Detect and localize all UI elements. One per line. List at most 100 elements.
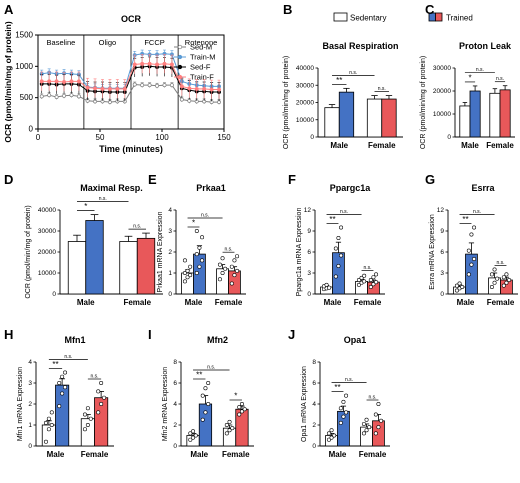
data-point [188, 437, 193, 442]
legend-trained-swatch-red [435, 12, 443, 22]
y-tick-label: 0 [52, 291, 56, 298]
y-axis-label: Esrra mRNA Expression [429, 214, 436, 290]
data-point [46, 416, 51, 421]
panel-letter: A [4, 2, 14, 17]
data-point [60, 391, 65, 396]
y-tick-label: 10000 [296, 117, 314, 124]
bar-trained-female [372, 401, 385, 447]
data-point [162, 83, 167, 88]
data-point [132, 82, 137, 87]
data-point [93, 86, 97, 91]
category-label: Male [457, 298, 475, 307]
data-point [60, 374, 65, 379]
data-point [469, 262, 474, 267]
bar [469, 90, 481, 138]
data-point [239, 401, 244, 406]
y-tick-label: 20000 [433, 88, 451, 95]
data-point [374, 280, 379, 285]
data-point [88, 416, 93, 421]
category-label: Female [368, 141, 396, 150]
data-point [140, 83, 145, 88]
y-tick-label: 30000 [296, 82, 314, 89]
data-point [185, 268, 190, 273]
data-point [504, 280, 509, 285]
y-tick-label: 0 [447, 134, 451, 141]
bar-sedentary-female [360, 417, 373, 447]
y-tick-label: 3 [307, 270, 311, 277]
data-point [194, 252, 199, 257]
data-point [169, 62, 174, 67]
data-point [99, 380, 104, 385]
significance-bracket: n.s. [494, 260, 507, 266]
y-tick-label: 1 [168, 270, 172, 277]
bar [85, 220, 104, 295]
legend-sedentary-label: Sedentary [350, 14, 386, 23]
x-tick-label: 100 [155, 133, 169, 142]
y-tick-label: 2 [168, 249, 172, 256]
y-tick-label: 30000 [433, 65, 451, 72]
bar-sedentary-male [453, 281, 466, 295]
data-point [194, 229, 199, 234]
legend: Sedentary Trained [333, 12, 473, 23]
significance-label: ** [52, 360, 58, 369]
bar-sedentary-male [67, 234, 87, 295]
data-point [185, 275, 190, 280]
data-point [62, 80, 66, 84]
bar-sedentary-female [489, 88, 501, 138]
bar-trained-male [465, 225, 478, 295]
chart-title: Proton Leak [459, 41, 512, 51]
y-tick-label: 10000 [433, 111, 451, 118]
data-point [469, 232, 474, 237]
panel-letter: J [288, 327, 295, 342]
bar [198, 403, 213, 447]
data-point [147, 61, 152, 66]
data-point [217, 262, 222, 267]
significance-label: n.s. [207, 365, 215, 371]
significance-label: * [192, 219, 195, 228]
data-point [367, 425, 372, 430]
y-axis-label: Mfn2 mRNA Expression [162, 367, 169, 441]
data-point [182, 258, 187, 263]
data-point [200, 235, 205, 240]
data-point [361, 421, 366, 426]
data-point [324, 282, 329, 287]
data-point [182, 279, 187, 284]
data-point [43, 420, 48, 425]
data-point [356, 282, 361, 287]
bar [338, 91, 355, 138]
bar-trained-female [381, 95, 397, 138]
data-point [54, 95, 59, 99]
series-Sed-M [39, 81, 221, 105]
significance-bracket: n.s. [222, 247, 235, 253]
data-point [376, 425, 381, 430]
y-tick-label: 1 [28, 422, 32, 429]
data-point [107, 86, 112, 91]
data-point [220, 270, 225, 275]
y-tick-label: 2 [28, 401, 32, 408]
data-point [82, 412, 87, 417]
data-point [501, 283, 506, 288]
data-point [224, 422, 229, 427]
y-tick-label: 10000 [38, 270, 56, 277]
bar-trained-male [55, 370, 70, 447]
significance-label: n.s. [349, 70, 357, 76]
significance-bracket: n.s. [374, 86, 389, 92]
data-point [333, 246, 338, 251]
data-point [82, 427, 87, 432]
significance-bracket: ** [326, 215, 339, 224]
significance-label: ** [336, 76, 342, 85]
significance-label: ** [462, 215, 468, 224]
bar-trained-male [85, 214, 104, 295]
bar-trained-female [500, 272, 513, 295]
bar [366, 98, 383, 138]
data-point [96, 389, 101, 394]
y-tick-label: 20000 [38, 249, 56, 256]
data-point [76, 79, 81, 84]
data-point [100, 86, 105, 91]
bar-trained-female [367, 272, 380, 295]
data-point [49, 422, 54, 427]
data-point [371, 275, 376, 280]
chart-title: Ppargc1a [330, 183, 372, 193]
category-label: Female [487, 298, 515, 307]
bar-trained-female [228, 254, 241, 295]
